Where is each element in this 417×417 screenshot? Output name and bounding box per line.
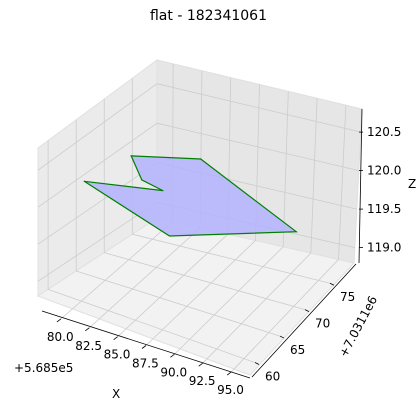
z-axis-line xyxy=(358,108,363,264)
z-tick-label: 119.5 xyxy=(367,202,401,216)
grid-line-x xyxy=(117,233,229,337)
grid-line-z-left xyxy=(37,122,158,208)
x-tick-label: 85.0 xyxy=(104,348,131,362)
tick-marks xyxy=(56,131,363,376)
grid-line-x xyxy=(60,221,173,320)
x-offset-label: +5.685e5 xyxy=(14,361,73,375)
polygon-vertex xyxy=(168,235,171,237)
x-tick xyxy=(85,327,90,332)
tick-labels: 80.082.585.087.590.092.595.0 60 65 70 75 119.… xyxy=(47,125,401,397)
x-tick-label: 95.0 xyxy=(217,383,244,397)
y-tick xyxy=(329,282,335,286)
grid-line-z-back xyxy=(156,83,361,133)
polygon-face xyxy=(83,155,298,237)
y-tick-label: 75 xyxy=(340,290,355,304)
grid-line-y xyxy=(76,270,281,337)
x-tick xyxy=(113,336,118,340)
grid-line-y xyxy=(47,289,256,363)
grid-line-x xyxy=(88,227,201,329)
x-tick-label: 90.0 xyxy=(160,365,187,379)
grid-line-x-back xyxy=(282,91,289,247)
polygon-vertex xyxy=(200,158,202,160)
z-tick-label: 120.5 xyxy=(367,125,401,139)
y-tick-label: 65 xyxy=(290,343,305,357)
polygon-vertex xyxy=(83,180,85,182)
grid-line-z-left xyxy=(37,162,158,245)
polygon-vertex xyxy=(141,179,143,181)
grid-line-x-back xyxy=(338,105,347,260)
y-tick-label: 70 xyxy=(315,317,330,331)
x-tick-label: 80.0 xyxy=(47,330,74,344)
z-tick-label: 119.0 xyxy=(367,241,401,255)
x-tick xyxy=(170,354,175,358)
y-tick xyxy=(304,309,310,313)
polygon-vertex xyxy=(295,231,297,233)
chart-title: flat - 182341061 xyxy=(149,8,267,24)
x-axis-line xyxy=(41,310,251,379)
x-tick-label: 87.5 xyxy=(132,357,159,371)
x-tick xyxy=(141,345,147,349)
x-tick xyxy=(198,362,203,367)
z-tick-label: 120.0 xyxy=(367,164,401,178)
grid-line-z-left xyxy=(37,83,158,171)
grid-line-x xyxy=(230,259,339,373)
grid-line-x-back xyxy=(310,98,318,254)
x-tick-label: 82.5 xyxy=(75,339,102,353)
polygon-layer xyxy=(83,155,298,237)
x-axis-label: X xyxy=(112,387,120,401)
x-tick xyxy=(56,318,62,323)
grid-line-z-back xyxy=(156,122,359,171)
polygon-vertex xyxy=(130,155,132,157)
x-tick-label: 92.5 xyxy=(189,374,216,388)
y-tick xyxy=(254,362,260,365)
z-axis-label: Z xyxy=(408,177,416,191)
pane-floor xyxy=(36,217,355,376)
x-tick xyxy=(226,371,232,376)
y-tick xyxy=(279,335,285,339)
polygon-vertex xyxy=(162,190,164,192)
grid-line-y xyxy=(104,252,306,311)
axes xyxy=(41,108,363,379)
grid-line-x xyxy=(202,252,312,364)
y-tick-label: 60 xyxy=(265,369,280,383)
y-axis-line xyxy=(251,263,357,378)
grid-lines xyxy=(37,63,361,373)
grid-line-x xyxy=(174,246,284,355)
grid-line-y xyxy=(132,233,331,284)
grid-line-x xyxy=(145,240,256,346)
